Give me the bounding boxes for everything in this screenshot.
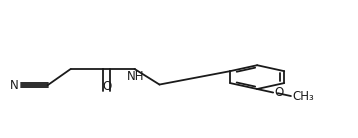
Text: NH: NH	[127, 70, 144, 83]
Text: CH₃: CH₃	[292, 90, 314, 103]
Text: O: O	[102, 80, 111, 93]
Text: N: N	[10, 79, 19, 92]
Text: O: O	[274, 86, 284, 99]
